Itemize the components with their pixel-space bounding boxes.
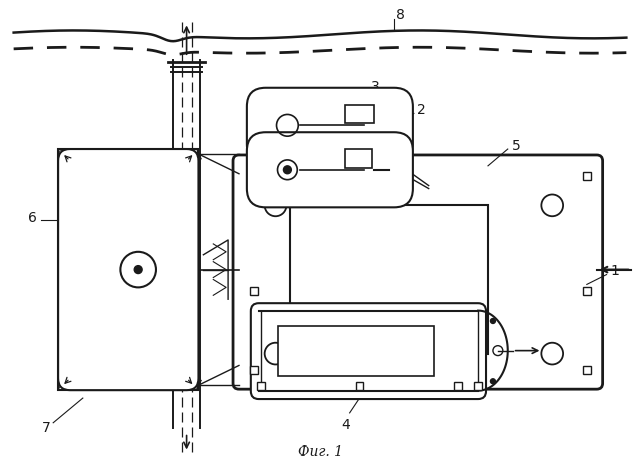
Circle shape xyxy=(284,166,291,174)
Text: 7: 7 xyxy=(42,421,50,435)
Bar xyxy=(58,149,198,390)
Text: 4: 4 xyxy=(341,418,350,432)
Bar xyxy=(345,105,374,123)
Circle shape xyxy=(490,379,495,384)
Bar xyxy=(257,382,265,390)
Circle shape xyxy=(490,318,495,324)
Bar xyxy=(454,382,462,390)
Text: 1: 1 xyxy=(611,264,620,277)
Bar xyxy=(250,287,258,295)
Bar xyxy=(278,326,434,376)
Bar xyxy=(250,366,258,374)
Bar xyxy=(250,172,258,179)
Bar xyxy=(345,149,372,168)
Circle shape xyxy=(134,266,142,274)
Bar xyxy=(583,287,591,295)
Text: 2: 2 xyxy=(417,104,426,117)
FancyBboxPatch shape xyxy=(58,149,198,390)
Text: Фиг. 1: Фиг. 1 xyxy=(298,446,342,459)
FancyBboxPatch shape xyxy=(251,303,486,399)
Bar xyxy=(583,172,591,179)
FancyBboxPatch shape xyxy=(247,132,413,207)
FancyBboxPatch shape xyxy=(247,88,413,163)
Text: 6: 6 xyxy=(29,211,37,225)
Bar xyxy=(474,382,482,390)
Text: 3: 3 xyxy=(371,80,380,94)
Bar xyxy=(356,382,364,390)
Bar xyxy=(583,366,591,374)
Bar xyxy=(291,205,488,354)
FancyBboxPatch shape xyxy=(233,155,603,389)
Text: 8: 8 xyxy=(396,8,405,22)
Text: 5: 5 xyxy=(512,139,520,153)
